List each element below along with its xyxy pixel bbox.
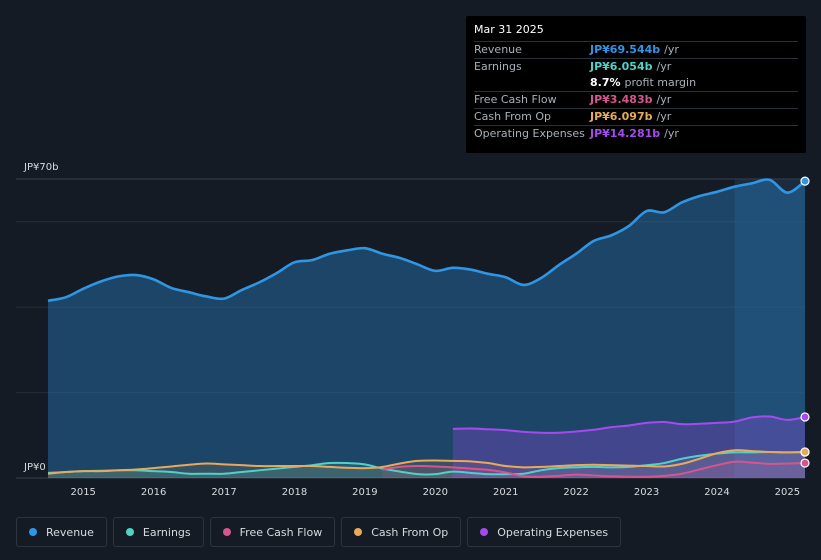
tooltip-row-label: Operating Expenses [474, 127, 585, 140]
earnings-line [47, 450, 806, 476]
legend-label: Free Cash Flow [239, 525, 323, 539]
y-axis-bottom-label: JP¥0 [23, 462, 46, 473]
cash-from-op-area [48, 450, 805, 478]
operating-expenses-area [452, 416, 805, 478]
highlight-band [734, 179, 805, 478]
tooltip-row-value: JP¥6.054b [590, 60, 653, 73]
tooltip-row-unit: /yr [656, 93, 672, 106]
tooltip-rows: Revenue JP¥69.544b/yr Earnings JP¥6.054b/yr… [474, 41, 798, 142]
legend-item-free-cash-flow[interactable]: Free Cash Flow [209, 517, 336, 547]
tooltip-row-unit: profit margin [624, 76, 697, 89]
cash-from-op-endpoint [800, 447, 810, 457]
tooltip-row: 8.7% profit margin [474, 75, 798, 91]
tooltip-row: Free Cash Flow JP¥3.483b/yr [474, 91, 798, 108]
legend: Revenue Earnings Free Cash Flow Cash From O… [16, 517, 622, 547]
tooltip-row-label: Cash From Op [474, 110, 552, 123]
series-areas [48, 179, 805, 478]
x-tick-label: 2017 [211, 487, 236, 498]
x-tick-label: 2019 [352, 487, 377, 498]
tooltip-row-label [474, 75, 590, 91]
tooltip-row-label: Free Cash Flow [474, 93, 557, 106]
legend-dot-icon [222, 528, 231, 536]
tooltip-panel: Mar 31 2025 Revenue JP¥69.544b/yr Earnings… [466, 16, 806, 153]
legend-label: Cash From Op [371, 525, 449, 539]
tooltip-row-value: JP¥69.544b [590, 43, 661, 56]
tooltip-row: Earnings JP¥6.054b/yr [474, 58, 798, 75]
x-tick-label: 2025 [775, 487, 800, 498]
x-tick-label: 2022 [563, 487, 588, 498]
revenue-endpoint [800, 176, 810, 186]
earnings-area [48, 451, 805, 478]
legend-label: Revenue [46, 525, 94, 539]
series-lines [47, 178, 806, 478]
tooltip-row-value: 8.7% [590, 76, 621, 89]
tooltip-row-value: JP¥6.097b [590, 110, 653, 123]
x-tick-label: 2018 [282, 487, 307, 498]
tooltip-row-unit: /yr [664, 43, 679, 56]
x-tick-label: 2015 [70, 487, 95, 498]
x-tick-label: 2023 [634, 487, 659, 498]
free-cash-flow-endpoint [800, 458, 810, 468]
y-axis-top-label: JP¥70b [23, 162, 58, 173]
tooltip-date: Mar 31 2025 [474, 23, 544, 36]
x-tick-label: 2024 [704, 487, 729, 498]
revenue-line [47, 178, 806, 303]
legend-dot-icon [480, 528, 489, 536]
tooltip-row-value: JP¥14.281b [590, 127, 661, 140]
legend-item-revenue[interactable]: Revenue [16, 517, 107, 547]
series-endpoints [800, 176, 810, 468]
legend-item-cash-from-op[interactable]: Cash From Op [341, 517, 462, 547]
legend-label: Earnings [142, 525, 191, 539]
legend-dot-icon [125, 528, 134, 536]
tooltip-row: Cash From Op JP¥6.097b/yr [474, 108, 798, 125]
tooltip-row-unit: /yr [664, 127, 679, 140]
revenue-area [48, 179, 805, 478]
x-axis-ticks: 2015 2016 2017 2018 2019 2020 2021 2022 2023 2024… [70, 487, 800, 498]
operating-expenses-endpoint [800, 412, 810, 422]
gridlines [16, 178, 805, 479]
tooltip-row-unit: /yr [656, 110, 672, 123]
tooltip-row-label: Earnings [474, 60, 522, 73]
free-cash-flow-line [382, 460, 806, 478]
operating-expenses-line [452, 415, 806, 434]
x-tick-label: 2021 [493, 487, 518, 498]
cash-from-op-line [47, 449, 806, 475]
tooltip-row: Operating Expenses JP¥14.281b/yr [474, 125, 798, 142]
tooltip-row-label: Revenue [474, 43, 522, 56]
tooltip-row-value: JP¥3.483b [590, 93, 653, 106]
legend-item-earnings[interactable]: Earnings [112, 517, 204, 547]
legend-label: Operating Expenses [497, 525, 609, 539]
legend-item-operating-expenses[interactable]: Operating Expenses [467, 517, 622, 547]
x-tick-label: 2020 [423, 487, 448, 498]
tooltip-row-unit: /yr [656, 60, 672, 73]
tooltip-row: Revenue JP¥69.544b/yr [474, 41, 798, 58]
legend-dot-icon [354, 528, 363, 536]
legend-dot-icon [29, 528, 37, 536]
x-tick-label: 2016 [141, 487, 166, 498]
